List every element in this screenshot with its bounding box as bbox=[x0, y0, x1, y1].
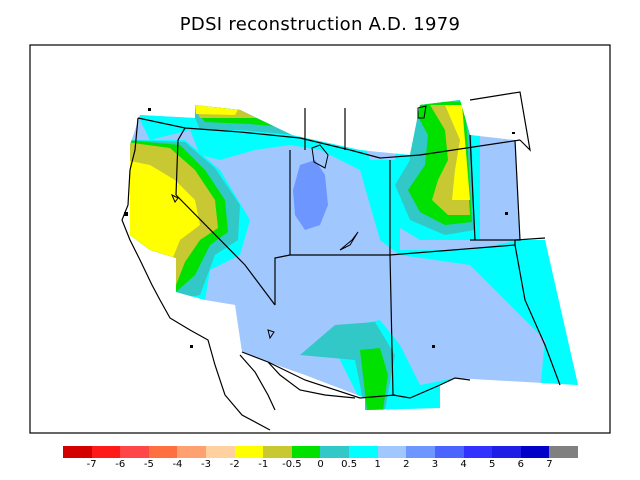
legend-swatch bbox=[406, 446, 435, 458]
field-blue bbox=[293, 160, 328, 230]
legend-label: 2 bbox=[403, 459, 410, 470]
map-frame bbox=[29, 44, 611, 434]
legend-label: 7 bbox=[546, 459, 553, 470]
lake-great-salt bbox=[311, 144, 329, 169]
legend-swatch bbox=[263, 446, 292, 458]
field-cyan bbox=[130, 100, 578, 390]
lake-salton bbox=[267, 329, 275, 340]
border-tx-ok bbox=[514, 244, 561, 386]
border-az-nm bbox=[389, 254, 394, 396]
border-ca-nv bbox=[175, 194, 276, 306]
legend-label: 5 bbox=[488, 459, 496, 470]
color-legend bbox=[63, 446, 578, 458]
legend-label: -6 bbox=[115, 459, 126, 470]
legend-label: 6 bbox=[517, 459, 524, 470]
island-3 bbox=[190, 345, 193, 348]
legend-swatch bbox=[463, 446, 493, 458]
island-5 bbox=[512, 132, 515, 134]
legend-label: -7 bbox=[86, 459, 97, 470]
legend-swatch bbox=[549, 446, 578, 458]
lake-flathead bbox=[417, 105, 427, 119]
legend-swatch bbox=[349, 446, 378, 458]
legend-label: 4 bbox=[460, 459, 467, 470]
island-2 bbox=[124, 212, 128, 216]
legend-swatch bbox=[206, 446, 235, 458]
legend-label: 0 bbox=[317, 459, 324, 470]
border-sd bbox=[469, 134, 476, 241]
legend-swatch bbox=[148, 446, 178, 458]
border-az-mx bbox=[267, 361, 396, 399]
islands bbox=[124, 108, 515, 348]
island-1 bbox=[148, 108, 151, 111]
legend-swatch bbox=[520, 446, 550, 458]
legend-label: -4 bbox=[172, 459, 183, 470]
legend-swatch bbox=[91, 446, 121, 458]
legend-label: -3 bbox=[201, 459, 212, 470]
legend-swatch bbox=[492, 446, 521, 458]
legend-label: 0.5 bbox=[341, 459, 358, 470]
legend-labels: -7 -6 -5 -4 -3 -2 -1 -0.5 0 0.5 1 2 3 4 5 6 7 bbox=[63, 459, 578, 473]
legend-label: -1 bbox=[258, 459, 269, 470]
legend-swatch bbox=[120, 446, 149, 458]
border-nm-tx bbox=[392, 377, 471, 399]
field-yellow bbox=[130, 160, 200, 260]
legend-swatch bbox=[377, 446, 407, 458]
legend-label: 1 bbox=[374, 459, 381, 470]
border-wy-ne bbox=[470, 139, 521, 241]
island-4 bbox=[432, 345, 435, 348]
gulf-coast bbox=[267, 361, 356, 399]
legend-swatch bbox=[177, 446, 207, 458]
legend-swatch bbox=[434, 446, 464, 458]
border-ca-or bbox=[175, 127, 186, 196]
field-green-3 bbox=[360, 348, 388, 410]
field-yellow-2 bbox=[195, 104, 240, 115]
legend-label: -2 bbox=[229, 459, 240, 470]
lake-powell bbox=[339, 231, 359, 251]
boundaries bbox=[121, 91, 561, 431]
legend-label: -0.5 bbox=[282, 459, 302, 470]
island-6 bbox=[505, 212, 508, 215]
lakes bbox=[171, 105, 427, 340]
legend-swatch bbox=[234, 446, 264, 458]
map-title: PDSI reconstruction A.D. 1979 bbox=[179, 14, 461, 35]
ocean-mask bbox=[120, 235, 240, 360]
border-pacific-nw bbox=[137, 117, 351, 151]
legend-label: -5 bbox=[143, 459, 154, 470]
legend-swatch bbox=[291, 446, 321, 458]
border-canada bbox=[469, 91, 531, 152]
border-az bbox=[274, 254, 291, 305]
lake-tahoe bbox=[171, 193, 179, 203]
field-yellow-3 bbox=[445, 105, 470, 200]
border-co-ks bbox=[389, 237, 546, 256]
legend-label: 3 bbox=[431, 459, 439, 470]
baja-coast bbox=[239, 354, 276, 411]
legend-swatch bbox=[320, 446, 350, 458]
legend-swatch bbox=[63, 446, 92, 458]
pdsi-field bbox=[130, 100, 578, 410]
border-ca-mx bbox=[241, 351, 269, 363]
coastline bbox=[121, 117, 271, 431]
